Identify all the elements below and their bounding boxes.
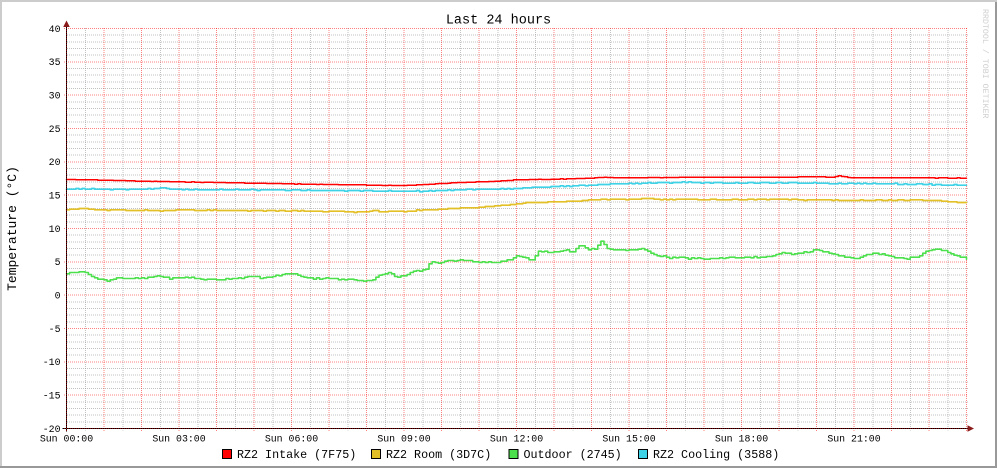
svg-text:Last 24 hours: Last 24 hours (446, 14, 551, 29)
svg-text:40: 40 (49, 24, 61, 35)
svg-text:RZ2 Room (3D7C): RZ2 Room (3D7C) (386, 448, 491, 462)
svg-text:-15: -15 (43, 391, 61, 402)
svg-text:Outdoor (2745): Outdoor (2745) (524, 448, 622, 462)
svg-text:Temperature (°C): Temperature (°C) (5, 166, 20, 291)
svg-text:-10: -10 (43, 357, 61, 368)
svg-text:RRDTOOL / TOBI OETIKER: RRDTOOL / TOBI OETIKER (980, 9, 990, 119)
svg-text:15: 15 (49, 191, 61, 202)
svg-text:10: 10 (49, 224, 61, 235)
svg-text:30: 30 (49, 91, 61, 102)
svg-text:Sun 18:00: Sun 18:00 (715, 433, 768, 444)
svg-text:25: 25 (49, 124, 61, 135)
svg-text:Sun 03:00: Sun 03:00 (152, 433, 205, 444)
svg-text:-20: -20 (43, 424, 61, 435)
svg-text:Sun 12:00: Sun 12:00 (490, 433, 543, 444)
svg-text:RZ2 Intake (7F75): RZ2 Intake (7F75) (237, 448, 356, 462)
svg-text:20: 20 (49, 157, 61, 168)
svg-text:Sun 06:00: Sun 06:00 (265, 433, 318, 444)
svg-text:0: 0 (55, 291, 61, 302)
svg-text:RZ2 Cooling (3588): RZ2 Cooling (3588) (653, 448, 779, 462)
svg-text:-5: -5 (49, 324, 61, 335)
svg-text:Sun 15:00: Sun 15:00 (602, 433, 655, 444)
svg-text:Sun 21:00: Sun 21:00 (827, 433, 880, 444)
svg-text:5: 5 (55, 257, 61, 268)
svg-text:35: 35 (49, 57, 61, 68)
svg-text:Sun 09:00: Sun 09:00 (377, 433, 430, 444)
svg-text:Sun 00:00: Sun 00:00 (40, 433, 93, 444)
